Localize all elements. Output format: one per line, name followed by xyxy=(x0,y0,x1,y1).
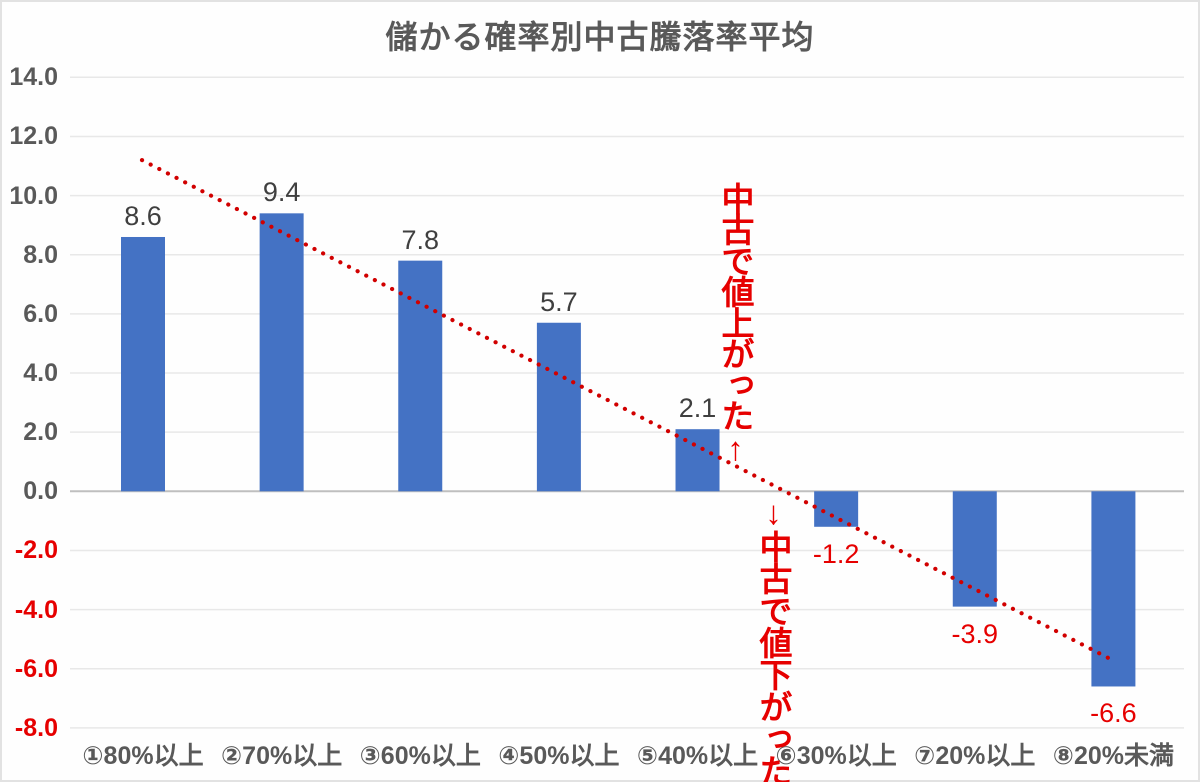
bar xyxy=(1091,491,1136,687)
bar-value-label: 9.4 xyxy=(262,177,301,208)
x-category-label: ⑤40%以上 xyxy=(636,742,759,770)
gridlines xyxy=(70,76,1184,729)
y-tick-label: 2.0 xyxy=(23,418,58,447)
y-tick-label: 10.0 xyxy=(9,181,58,210)
y-tick-label: 4.0 xyxy=(23,359,58,388)
bar xyxy=(121,236,165,492)
y-tick-label: 14.0 xyxy=(9,63,58,92)
x-category-label: ④50%以上 xyxy=(498,742,620,770)
y-tick-label: -2.0 xyxy=(14,536,58,565)
bar-series xyxy=(121,213,1136,687)
bar xyxy=(259,213,304,492)
y-tick-label: -4.0 xyxy=(14,595,58,624)
x-category-label: ①80%以上 xyxy=(82,742,204,770)
bar xyxy=(675,429,720,492)
bar xyxy=(398,260,443,492)
bar-value-label: -1.2 xyxy=(812,538,860,569)
y-tick-label: -8.0 xyxy=(14,713,58,742)
y-tick-label: 12.0 xyxy=(9,122,58,151)
bar xyxy=(814,491,859,527)
bar xyxy=(536,322,581,492)
annotation-price-up: 中古で値上がった↑ xyxy=(717,182,754,465)
x-category-label: ③60%以上 xyxy=(359,742,481,770)
x-category-label: ②70%以上 xyxy=(221,742,343,770)
bar xyxy=(952,491,997,607)
bar-value-label: 7.8 xyxy=(401,224,440,255)
y-tick-label: 0.0 xyxy=(23,477,58,506)
chart-title: 儲かる確率別中古騰落率平均 xyxy=(385,19,815,55)
y-tick-label: 6.0 xyxy=(23,299,58,328)
x-category-label: ⑦20%以上 xyxy=(914,742,1036,770)
bar-value-label: -3.9 xyxy=(951,618,999,649)
bar-value-label: 2.1 xyxy=(678,393,717,424)
annotation-price-down: ↓中古で値下がった xyxy=(755,494,792,782)
bar-value-label: 8.6 xyxy=(124,200,162,231)
bar-value-label: 5.7 xyxy=(540,286,578,317)
x-category-label: ⑧20%未満 xyxy=(1052,742,1175,770)
bar-value-label: -6.6 xyxy=(1090,698,1137,729)
x-category-label: ⑥30%以上 xyxy=(775,742,897,770)
y-tick-label: 8.0 xyxy=(23,240,58,269)
y-tick-label: -6.0 xyxy=(14,654,58,683)
